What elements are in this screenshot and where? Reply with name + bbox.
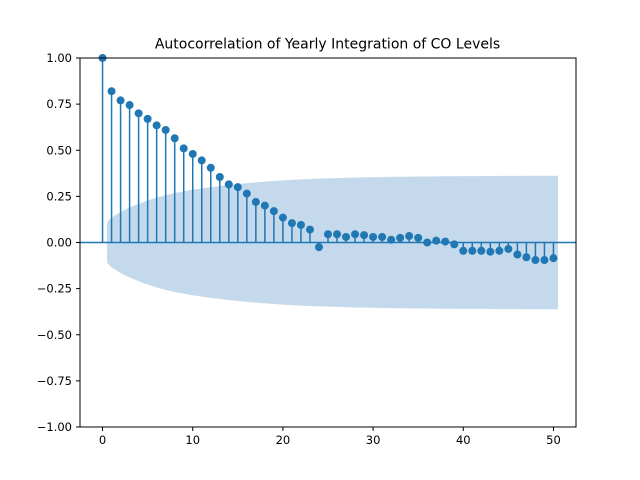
marker-lag-47 xyxy=(522,253,531,262)
marker-lag-35 xyxy=(414,233,423,242)
marker-lag-21 xyxy=(287,219,296,228)
y-tick-label-2: −0.50 xyxy=(37,328,72,342)
stems-layer xyxy=(101,58,555,261)
marker-lag-41 xyxy=(468,246,477,255)
marker-lag-31 xyxy=(378,232,387,241)
x-tick-label-4: 40 xyxy=(456,433,471,447)
x-tick-label-2: 20 xyxy=(276,433,291,447)
marker-lag-9 xyxy=(179,144,188,153)
x-axis-ticks: 0 10 20 30 40 50 xyxy=(99,427,561,447)
marker-lag-29 xyxy=(360,231,369,240)
marker-lag-5 xyxy=(143,114,152,123)
markers-layer xyxy=(98,54,558,265)
marker-lag-49 xyxy=(540,256,549,265)
marker-lag-14 xyxy=(224,180,233,189)
marker-lag-36 xyxy=(423,238,432,247)
marker-lag-7 xyxy=(161,125,170,134)
marker-lag-8 xyxy=(170,134,179,143)
y-tick-label-1: −0.75 xyxy=(37,374,72,388)
marker-lag-33 xyxy=(396,233,405,242)
marker-lag-43 xyxy=(486,247,495,256)
marker-lag-17 xyxy=(251,197,260,206)
y-tick-label-3: −0.25 xyxy=(37,282,72,296)
marker-lag-39 xyxy=(450,240,459,249)
marker-lag-10 xyxy=(188,149,197,158)
y-axis-ticks: −1.00 −0.75 −0.50 −0.25 0.00 0.25 0.50 0.75 1.00 xyxy=(37,51,80,434)
marker-lag-32 xyxy=(387,235,396,244)
y-tick-label-4: 0.00 xyxy=(46,236,72,250)
marker-lag-11 xyxy=(197,156,206,165)
marker-lag-27 xyxy=(342,232,351,241)
marker-lag-26 xyxy=(333,230,342,239)
marker-lag-3 xyxy=(125,101,134,110)
marker-lag-48 xyxy=(531,256,540,265)
chart-title: Autocorrelation of Yearly Integration of… xyxy=(155,37,500,53)
x-tick-label-1: 10 xyxy=(185,433,200,447)
x-tick-label-3: 30 xyxy=(366,433,381,447)
marker-lag-19 xyxy=(269,207,278,216)
marker-lag-40 xyxy=(459,246,468,255)
x-tick-label-0: 0 xyxy=(99,433,106,447)
y-tick-label-7: 0.75 xyxy=(46,97,72,111)
marker-lag-13 xyxy=(215,173,224,182)
marker-lag-23 xyxy=(305,225,314,234)
marker-lag-45 xyxy=(504,244,513,253)
marker-lag-4 xyxy=(134,109,143,118)
marker-lag-24 xyxy=(314,243,323,252)
marker-lag-15 xyxy=(233,183,242,192)
y-tick-label-6: 0.50 xyxy=(46,143,72,157)
marker-lag-46 xyxy=(513,250,522,259)
y-tick-label-8: 1.00 xyxy=(46,51,72,65)
marker-lag-28 xyxy=(351,230,360,239)
x-tick-label-5: 50 xyxy=(546,433,561,447)
marker-lag-44 xyxy=(495,246,504,255)
y-tick-label-0: −1.00 xyxy=(37,420,72,434)
marker-lag-18 xyxy=(260,201,269,210)
marker-lag-42 xyxy=(477,246,486,255)
marker-lag-1 xyxy=(107,87,116,96)
marker-lag-50 xyxy=(549,254,558,263)
marker-lag-6 xyxy=(152,121,161,130)
marker-lag-37 xyxy=(432,236,441,245)
marker-lag-25 xyxy=(324,230,332,239)
marker-lag-22 xyxy=(296,220,305,229)
marker-lag-20 xyxy=(278,213,287,222)
marker-lag-12 xyxy=(206,163,215,172)
marker-lag-16 xyxy=(242,189,251,198)
marker-lag-38 xyxy=(441,237,450,246)
marker-lag-30 xyxy=(369,232,378,241)
marker-lag-2 xyxy=(116,96,125,105)
marker-lag-34 xyxy=(405,232,414,241)
y-tick-label-5: 0.25 xyxy=(46,189,72,203)
